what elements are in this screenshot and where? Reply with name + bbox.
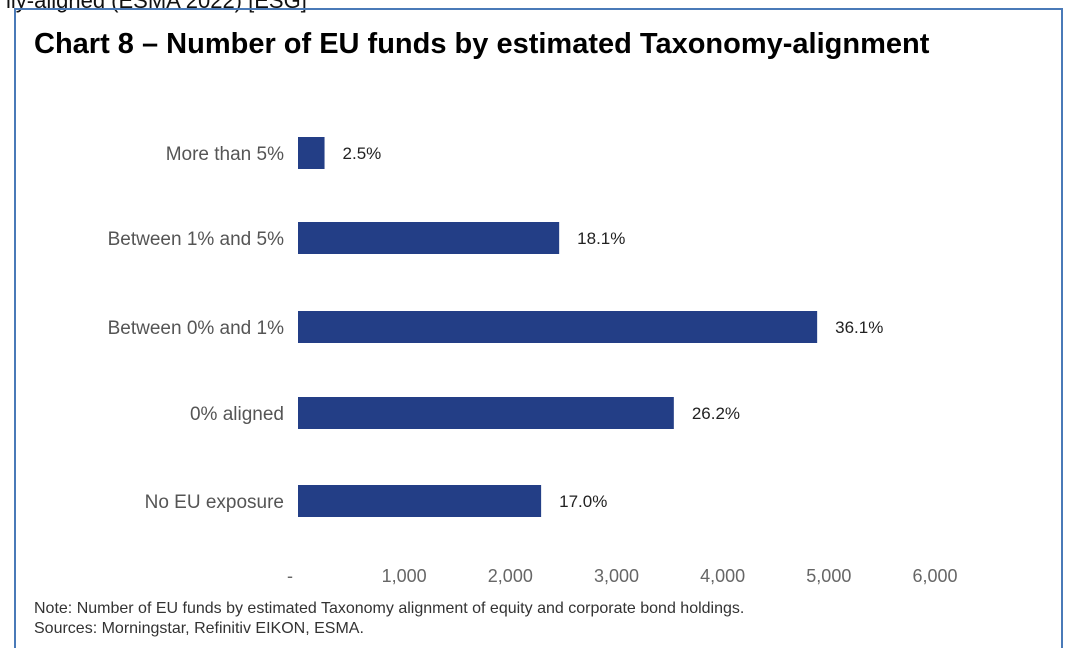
data-label: 26.2%	[692, 404, 740, 423]
x-tick-label: 2,000	[488, 566, 533, 586]
chart-title: Chart 8 – Number of EU funds by estimate…	[34, 28, 930, 60]
category-label: 0% aligned	[190, 404, 284, 425]
category-label: More than 5%	[166, 144, 284, 165]
data-label: 17.0%	[559, 492, 607, 511]
data-label: 2.5%	[343, 144, 382, 163]
chart-frame	[14, 8, 1063, 648]
bar	[298, 137, 325, 169]
category-label: No EU exposure	[145, 492, 284, 513]
x-tick-label: 5,000	[806, 566, 851, 586]
x-tick-label: 6,000	[912, 566, 957, 586]
bars-layer: More than 5% 2.5% Between 1% and 5% 18.1% Be…	[108, 137, 883, 517]
data-label: 18.1%	[577, 229, 625, 248]
x-tick-label: 4,000	[700, 566, 745, 586]
chart-sources: Sources: Morningstar, Refinitiv EIKON, E…	[34, 620, 364, 637]
bar	[298, 222, 560, 254]
category-label: Between 1% and 5%	[108, 229, 285, 250]
bar	[298, 485, 542, 517]
x-tick-label: 1,000	[382, 566, 427, 586]
x-tick-label: 3,000	[594, 566, 639, 586]
x-axis-ticks: - 1,000 2,000 3,000 4,000 5,000 6,000	[287, 566, 958, 586]
bar	[298, 397, 674, 429]
chart-note: Note: Number of EU funds by estimated Ta…	[34, 600, 745, 617]
chart-note-block: Note: Number of EU funds by estimated Ta…	[34, 599, 744, 639]
x-tick-label: -	[287, 566, 293, 586]
category-label: Between 0% and 1%	[108, 318, 285, 339]
data-label: 36.1%	[835, 318, 883, 337]
bar	[298, 311, 818, 343]
